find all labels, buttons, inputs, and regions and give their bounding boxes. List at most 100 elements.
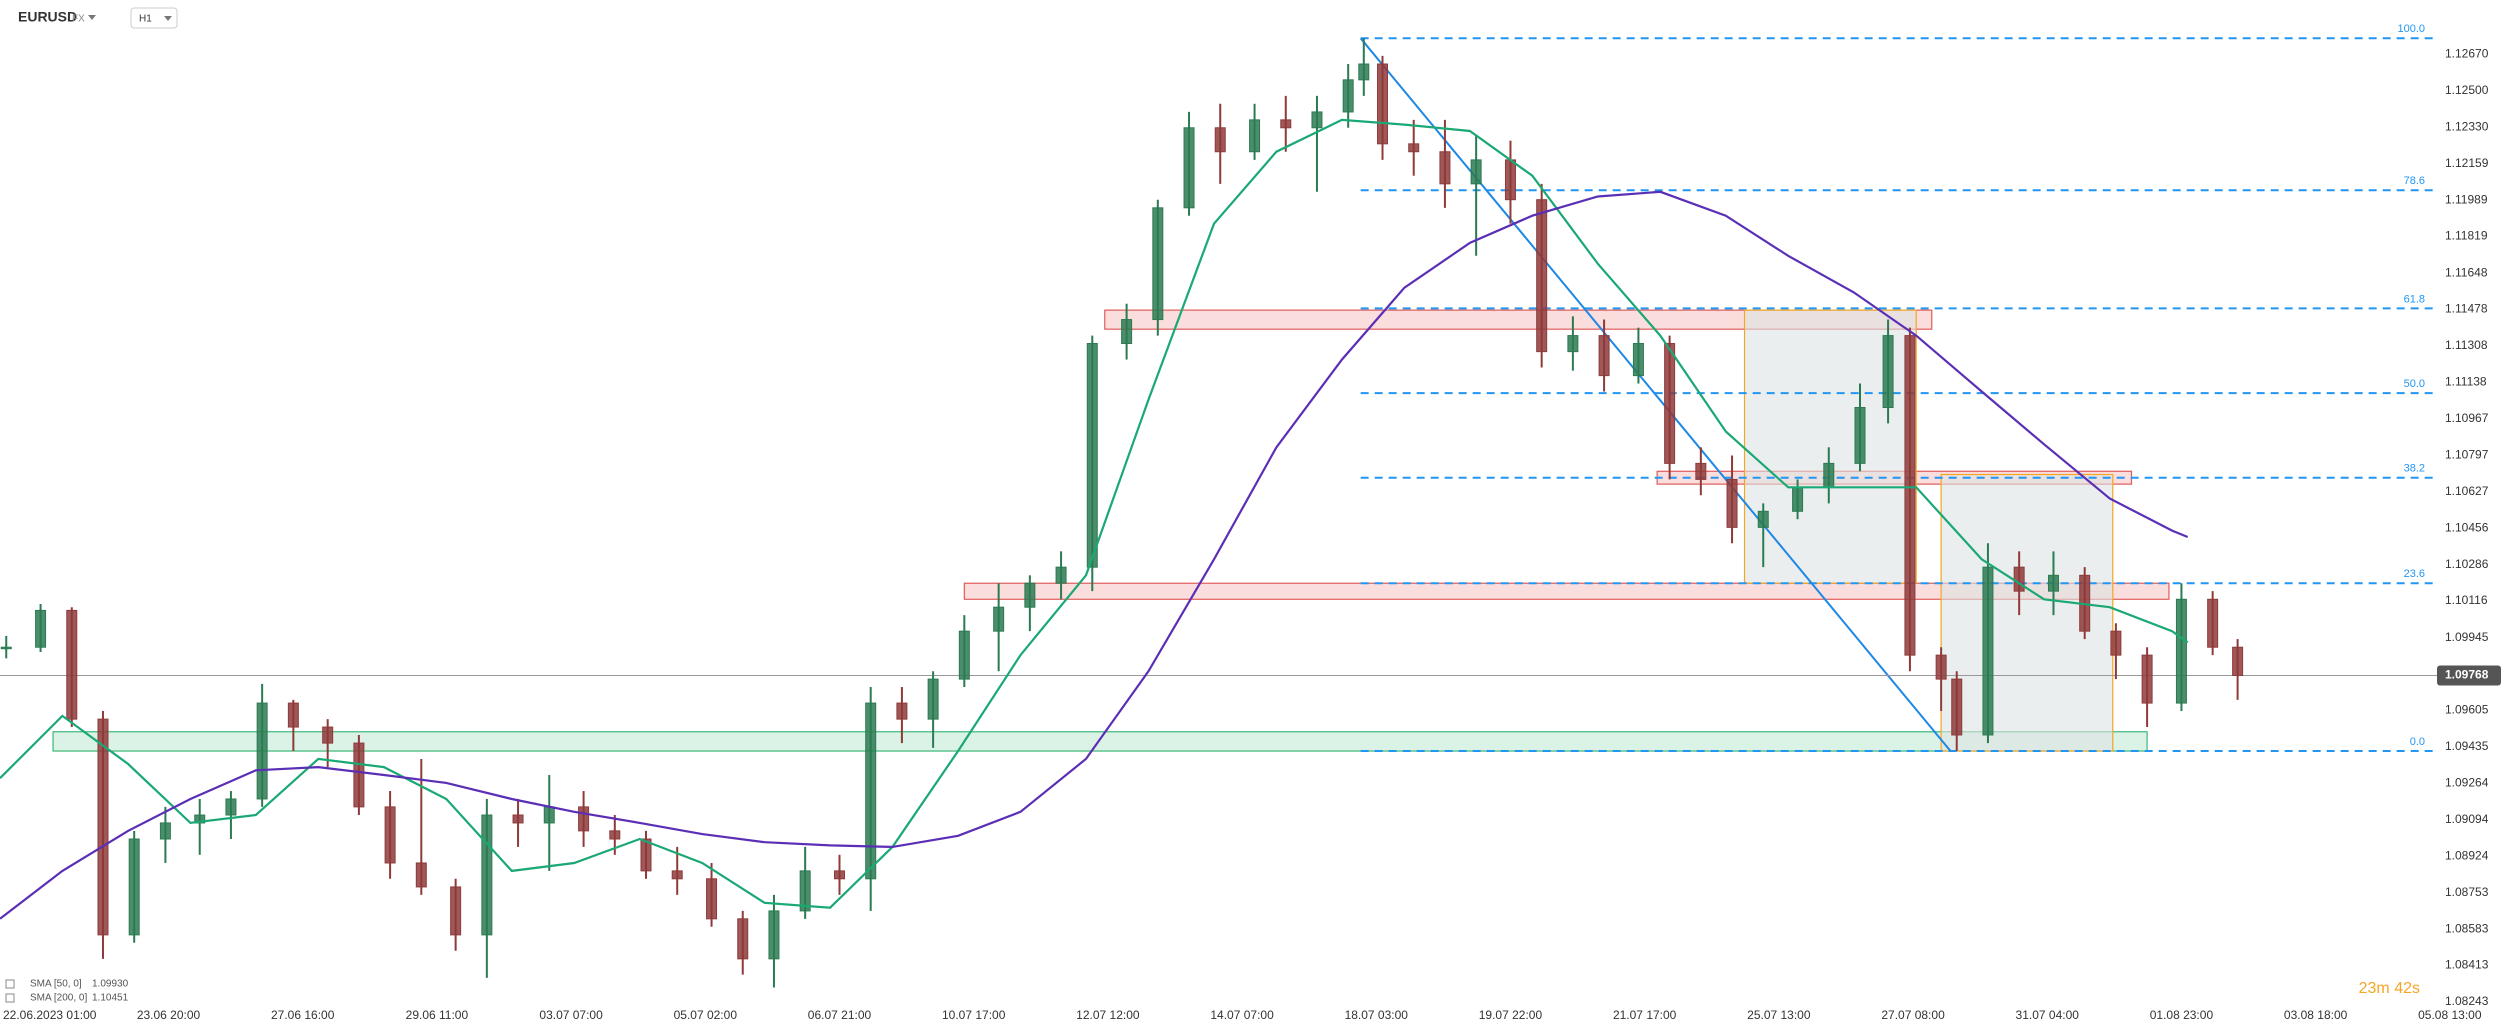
- y-tick-label: 1.10797: [2445, 447, 2489, 461]
- candle-body: [1664, 343, 1676, 464]
- x-tick-label: 31.07 04:00: [2016, 1008, 2080, 1022]
- candle-body: [1377, 63, 1389, 145]
- zone: [963, 582, 2170, 600]
- current-price-box: [2437, 665, 2501, 686]
- x-tick-label: 05.07 02:00: [674, 1008, 738, 1022]
- candle-body: [1408, 143, 1420, 153]
- candle-body: [0, 646, 12, 650]
- x-tick-label: 06.07 21:00: [808, 1008, 872, 1022]
- candle-body: [481, 814, 493, 936]
- symbol: EURUSD: [18, 9, 77, 25]
- dropdown-arrow: [164, 16, 172, 21]
- x-tick-label: 25.07 13:00: [1747, 1008, 1811, 1022]
- y-tick-label: 1.11648: [2445, 265, 2488, 279]
- candle-body: [1951, 678, 1963, 736]
- candle-body: [35, 609, 47, 648]
- candle-body: [1214, 127, 1226, 153]
- candle-body: [799, 870, 811, 912]
- x-tick-label: 03.08 18:00: [2284, 1008, 2348, 1022]
- y-tick-label: 1.11819: [2445, 229, 2488, 243]
- candle-body: [128, 838, 140, 936]
- y-tick-label: 1.12670: [2445, 47, 2489, 61]
- candle-body: [927, 678, 939, 720]
- x-tick-label: 03.07 07:00: [539, 1008, 603, 1022]
- candle-body: [993, 606, 1005, 632]
- y-tick-label: 1.08583: [2445, 921, 2489, 935]
- y-tick-label: 1.12159: [2445, 156, 2489, 170]
- candle-body: [194, 814, 206, 824]
- candle-body: [159, 822, 171, 840]
- candle-body: [2175, 598, 2187, 704]
- sma-line: [0, 190, 2189, 920]
- candle-body: [256, 702, 268, 800]
- x-tick-label: 27.06 16:00: [271, 1008, 335, 1022]
- y-tick-label: 1.10627: [2445, 484, 2489, 498]
- candle-body: [1598, 335, 1610, 377]
- candle-body: [1904, 335, 1916, 656]
- candle-body: [1086, 343, 1098, 568]
- candle-body: [97, 718, 109, 936]
- candle-body: [1882, 335, 1894, 409]
- candle-body: [896, 702, 908, 720]
- y-tick-label: 1.11138: [2445, 374, 2487, 388]
- symbol-header[interactable]: EURUSD FX: [18, 9, 96, 25]
- legend-name: SMA [200, 0]: [30, 993, 87, 1004]
- candle-body: [958, 630, 970, 680]
- timeframe-box: [130, 7, 178, 29]
- y-tick-label: 1.09945: [2445, 630, 2489, 644]
- x-tick-label: 12.07 12:00: [1076, 1008, 1140, 1022]
- y-tick-label: 1.10116: [2445, 593, 2488, 607]
- dropdown-arrow: [88, 15, 96, 20]
- candle-body: [1726, 478, 1738, 528]
- legend-icon: [5, 993, 15, 1003]
- candle-body: [2047, 574, 2059, 592]
- y-tick-label: 1.09435: [2445, 739, 2489, 753]
- candle-body: [322, 726, 334, 744]
- candle-body: [833, 870, 845, 880]
- candle-body: [609, 830, 621, 840]
- candle-body: [1470, 159, 1482, 185]
- y-tick-label: 1.08753: [2445, 885, 2489, 899]
- fib-label: 38.2: [2404, 463, 2425, 475]
- x-tick-label: 19.07 22:00: [1479, 1008, 1543, 1022]
- candle-body: [1311, 111, 1323, 129]
- candle-body: [415, 862, 427, 888]
- candle-body: [671, 870, 683, 880]
- candle-body: [1249, 119, 1261, 153]
- y-tick-label: 1.09605: [2445, 703, 2489, 717]
- legend-value: 1.09930: [92, 979, 129, 990]
- candle-body: [768, 910, 780, 960]
- candle-body: [2232, 646, 2244, 676]
- candle-body: [1854, 407, 1866, 464]
- fib-label: 100.0: [2397, 23, 2425, 35]
- y-tick-label: 1.08243: [2445, 994, 2489, 1008]
- candle-body: [2013, 566, 2025, 592]
- candle-body: [2141, 654, 2153, 704]
- fib-label: 61.8: [2404, 293, 2425, 305]
- candle-body: [1935, 654, 1947, 680]
- x-tick-label: 22.06.2023 01:00: [3, 1008, 97, 1022]
- countdown: 23m 42s: [2359, 980, 2420, 997]
- x-tick-label: 23.06 20:00: [137, 1008, 201, 1022]
- candle-body: [1024, 582, 1036, 608]
- candle-body: [1567, 335, 1579, 353]
- candle-body: [706, 878, 718, 920]
- candle-body: [1439, 151, 1451, 185]
- candle-body: [1055, 566, 1067, 584]
- y-tick-label: 1.11478: [2445, 302, 2488, 316]
- candle-body: [384, 806, 396, 864]
- candle-body: [1695, 462, 1707, 480]
- candle-body: [1504, 159, 1516, 201]
- x-tick-label: 18.07 03:00: [1345, 1008, 1409, 1022]
- timeframe-select[interactable]: H1: [130, 7, 178, 29]
- x-tick-label: 29.06 11:00: [406, 1008, 469, 1022]
- x-tick-label: 14.07 07:00: [1210, 1008, 1274, 1022]
- candle-body: [1982, 566, 1994, 736]
- fib-label: 78.6: [2404, 175, 2425, 187]
- fib-label: 0.0: [2410, 736, 2425, 748]
- candle-body: [1183, 127, 1195, 209]
- market: FX: [72, 14, 85, 25]
- zone: [52, 731, 2148, 752]
- candle-body: [1823, 462, 1835, 488]
